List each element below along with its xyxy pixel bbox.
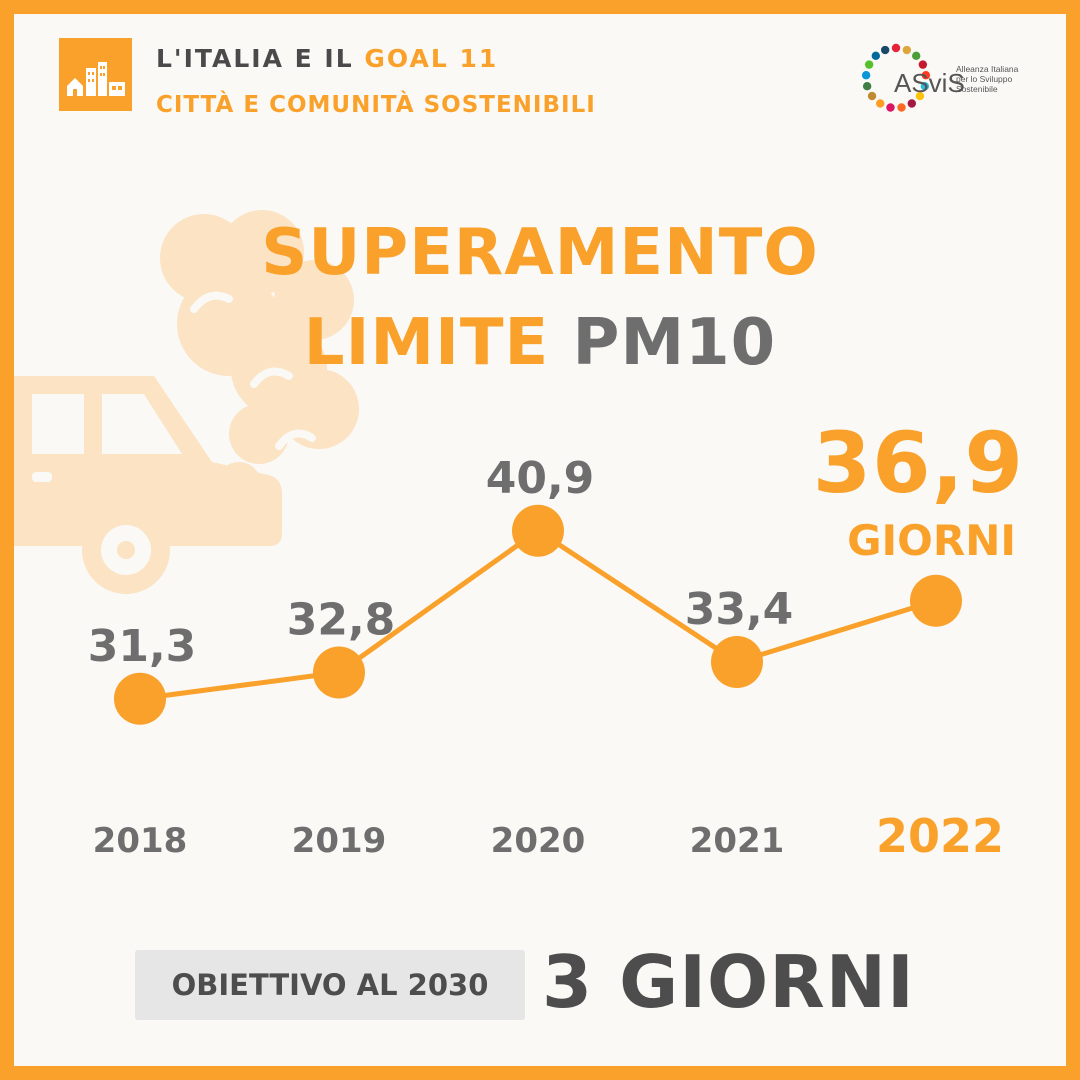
data-point-2019	[313, 646, 365, 699]
infographic-frame: L'ITALIA E IL GOAL 11 CITTÀ E COMUNITÀ S…	[14, 14, 1066, 1066]
x-tick-2022: 2022	[876, 809, 1004, 863]
logo-tagline-1: Alleanza Italiana	[956, 64, 1019, 74]
x-tick-2019: 2019	[292, 821, 387, 861]
highlight-unit: GIORNI	[847, 516, 1016, 565]
highlight-value: 36,9	[812, 414, 1024, 512]
x-tick-2020: 2020	[491, 821, 586, 861]
target-value: 3 GIORNI	[542, 940, 915, 1024]
header-line-2: CITTÀ E COMUNITÀ SOSTENIBILI	[156, 92, 596, 118]
title-line-2: LIMITE PM10	[14, 306, 1066, 380]
data-label-2021: 33,4	[685, 584, 794, 635]
data-point-2020	[512, 504, 564, 557]
city-buildings-icon	[67, 62, 125, 96]
header-goal: GOAL 11	[364, 44, 499, 73]
header-line-1: L'ITALIA E IL GOAL 11	[156, 44, 498, 73]
title-pollutant: PM10	[572, 306, 777, 380]
data-label-2019: 32,8	[287, 595, 396, 646]
x-tick-2018: 2018	[93, 821, 188, 861]
data-point-2021	[711, 636, 763, 688]
data-point-2022	[910, 574, 962, 627]
header-prefix: L'ITALIA E IL	[156, 44, 354, 73]
target-label: OBIETTIVO AL 2030	[135, 950, 525, 1020]
goal-11-badge	[59, 38, 132, 111]
pm10-line-chart: 31,3 2018 32,8 2019 40,9 2020 33,4 2021 2022	[88, 453, 1004, 863]
x-tick-2021: 2021	[690, 821, 785, 861]
logo-tagline-3: Sostenibile	[956, 84, 998, 94]
logo-name: ASviS	[894, 68, 965, 98]
sdg-color-ring-icon	[861, 43, 931, 112]
data-label-2018: 31,3	[88, 621, 197, 672]
title-accent: LIMITE	[303, 306, 550, 380]
car-smoke-icon	[14, 210, 359, 594]
data-label-2020: 40,9	[486, 453, 595, 504]
title-line-1: SUPERAMENTO	[261, 216, 819, 290]
data-point-2018	[114, 672, 166, 725]
asvis-logo: ASviS Alleanza Italiana per lo Sviluppo …	[861, 43, 1019, 112]
logo-tagline-2: per lo Sviluppo	[956, 74, 1013, 84]
